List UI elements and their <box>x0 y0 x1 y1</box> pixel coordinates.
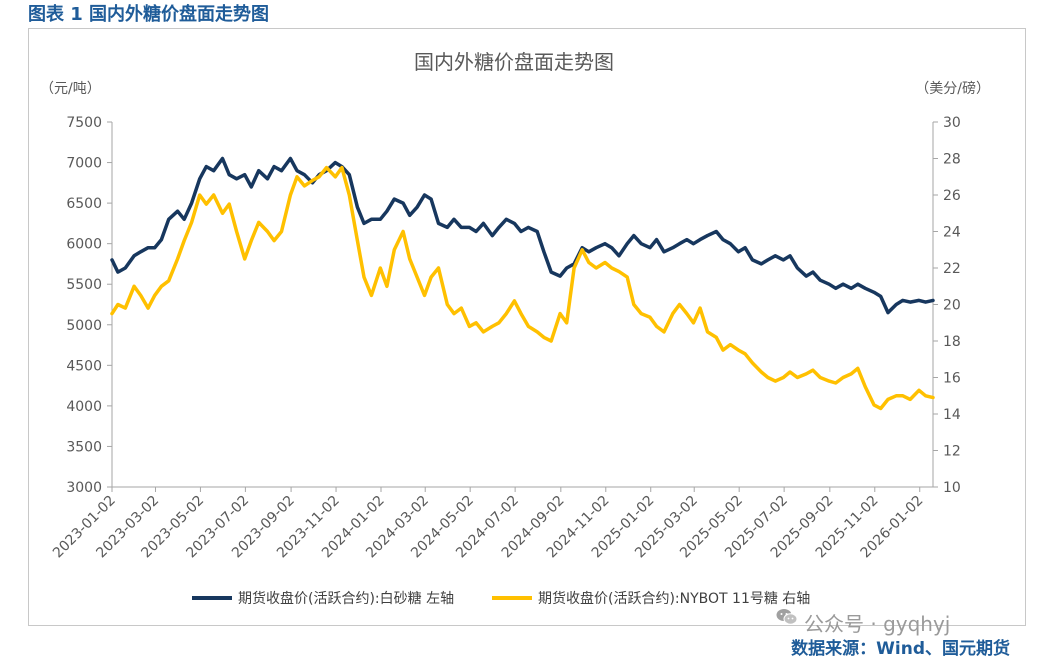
series-line-white-sugar <box>110 156 935 315</box>
right-tick-label: 16 <box>943 371 961 387</box>
legend: 期货收盘价(活跃合约):白砂糖 左轴 期货收盘价(活跃合约):NYBOT 11号糖… <box>192 590 810 607</box>
left-tick-label: 3000 <box>66 480 102 496</box>
left-tick-label: 5500 <box>66 277 102 293</box>
watermark-text: 公众号 · gyqhyj <box>804 612 951 636</box>
left-tick-label: 5000 <box>66 318 102 334</box>
right-tick-label: 12 <box>943 444 961 460</box>
right-tick-label: 10 <box>943 480 961 496</box>
legend-label: 期货收盘价(活跃合约):NYBOT 11号糖 右轴 <box>538 590 810 607</box>
left-tick-label: 6000 <box>66 237 102 253</box>
right-tick-label: 18 <box>943 334 961 350</box>
chart-frame <box>28 28 1026 626</box>
chart-title: 国内外糖价盘面走势图 <box>414 50 614 74</box>
legend-label: 期货收盘价(活跃合约):白砂糖 左轴 <box>238 590 454 607</box>
left-tick-label: 6500 <box>66 196 102 212</box>
left-tick-label: 4500 <box>66 358 102 374</box>
left-tick-label: 4000 <box>66 399 102 415</box>
axes: 3000 3500 4000 4500 5000 5500 6000 6500 7000 7500… <box>50 115 961 561</box>
wechat-icon <box>776 609 798 633</box>
figure-caption: 图表 1 国内外糖价盘面走势图 <box>28 4 270 25</box>
right-tick-label: 14 <box>943 407 961 423</box>
right-tick-label: 30 <box>943 115 961 131</box>
right-tick-label: 22 <box>943 261 961 277</box>
series-line-nybot-11 <box>110 165 935 411</box>
left-tick-label: 7000 <box>66 156 102 172</box>
left-tick-label: 3500 <box>66 439 102 455</box>
right-tick-label: 26 <box>943 188 961 204</box>
right-tick-label: 24 <box>943 225 961 241</box>
right-tick-label: 28 <box>943 152 961 168</box>
right-tick-label: 20 <box>943 298 961 314</box>
series-lines <box>110 156 935 411</box>
left-axis-unit: （元/吨） <box>40 81 101 97</box>
watermark: 公众号 · gyqhyj <box>776 608 950 637</box>
left-tick-label: 7500 <box>66 115 102 131</box>
data-source: 数据来源：Wind、国元期货 <box>791 639 1010 659</box>
right-axis-unit: （美分/磅） <box>915 80 990 97</box>
